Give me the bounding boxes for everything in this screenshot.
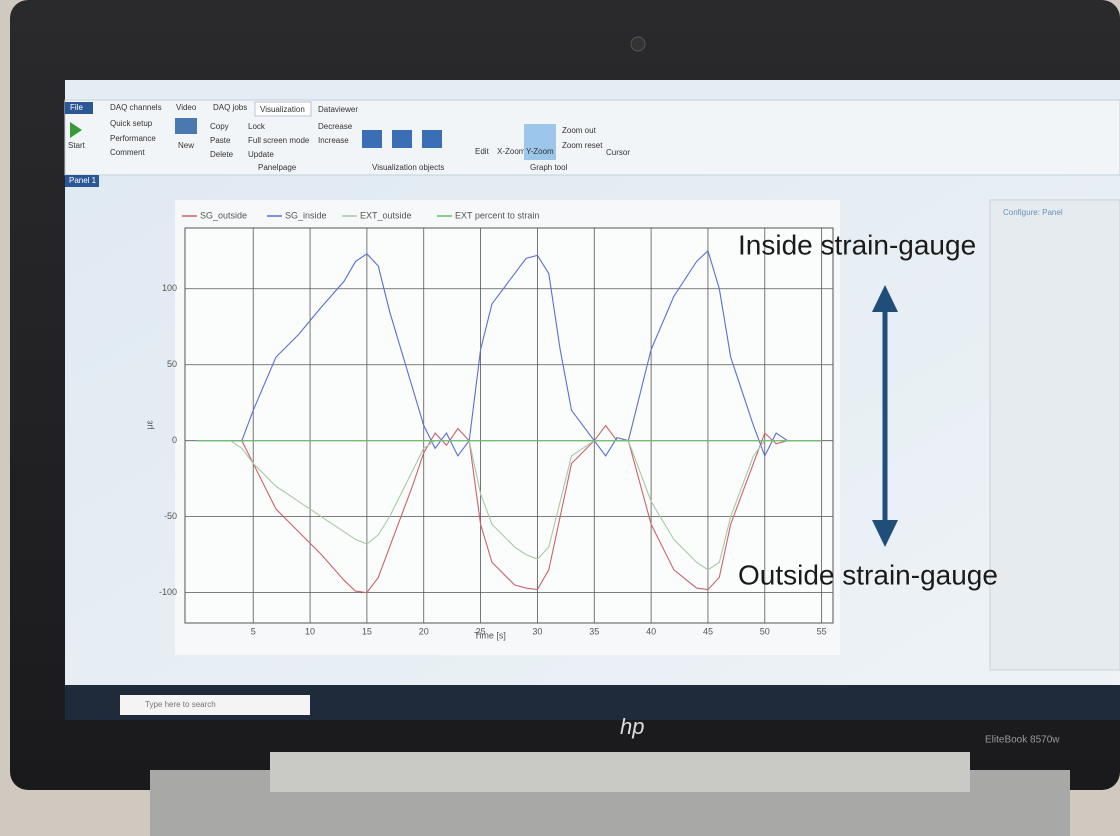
- x-tick-label: 55: [817, 626, 827, 636]
- legend-label: SG_inside: [285, 210, 327, 220]
- side-panel-title: Configure: Panel: [1003, 208, 1063, 217]
- tab[interactable]: Visualization: [260, 105, 305, 114]
- model: EliteBook 8570w: [985, 735, 1060, 746]
- y-axis-label: με: [144, 420, 154, 429]
- tab[interactable]: File: [70, 103, 83, 112]
- button[interactable]: Zoom out: [562, 126, 597, 135]
- button[interactable]: Quick setup: [110, 119, 153, 128]
- button[interactable]: X-Zoom: [497, 147, 526, 156]
- y-tick-label: -100: [159, 587, 177, 597]
- y-tick-label: 50: [167, 359, 177, 369]
- tab[interactable]: Video: [176, 103, 197, 112]
- button[interactable]: Edit: [475, 147, 490, 156]
- button[interactable]: New: [178, 141, 194, 150]
- panel-tab-label[interactable]: Panel 1: [69, 176, 97, 185]
- button[interactable]: Zoom reset: [562, 141, 603, 150]
- x-tick-label: 25: [476, 626, 486, 636]
- camera: [630, 36, 646, 52]
- x-tick-label: 45: [703, 626, 713, 636]
- button[interactable]: Comment: [110, 148, 145, 157]
- tab[interactable]: DAQ channels: [110, 103, 162, 112]
- button[interactable]: Increase: [318, 136, 349, 145]
- search-box[interactable]: [120, 695, 310, 715]
- vis-object[interactable]: [422, 130, 442, 148]
- button[interactable]: Copy: [210, 122, 229, 131]
- side-panel: [989, 199, 1120, 671]
- arrow-head: [872, 285, 898, 312]
- chart: -100 -50 0 50 100 5 10 15 20 25 30 35 40 45 50 55 SG_out…: [159, 210, 834, 636]
- new-icon[interactable]: [175, 118, 197, 134]
- button[interactable]: Paste: [210, 136, 231, 145]
- active-tool: [524, 124, 556, 160]
- button[interactable]: Update: [248, 150, 274, 159]
- group-label: Panelpage: [258, 163, 297, 172]
- y-tick-label: -50: [164, 511, 177, 521]
- group-label: Visualization objects: [372, 163, 444, 172]
- legend-label: EXT_outside: [360, 210, 412, 220]
- active-tab: [254, 101, 312, 117]
- annotation: Outside strain-gauge: [738, 559, 998, 590]
- y-tick-label: 0: [172, 435, 177, 445]
- ribbon: [64, 99, 1120, 176]
- series-line: [196, 249, 822, 458]
- logo: hp: [620, 714, 644, 739]
- search-placeholder[interactable]: Type here to search: [145, 700, 216, 709]
- arrow-head: [872, 520, 898, 547]
- button[interactable]: Full screen mode: [248, 136, 310, 145]
- start-icon[interactable]: [70, 122, 82, 138]
- vis-object[interactable]: [362, 130, 382, 148]
- legend-label: EXT percent to strain: [455, 210, 539, 220]
- file-tab[interactable]: [65, 102, 93, 114]
- button[interactable]: Cursor: [606, 148, 630, 157]
- button[interactable]: Lock: [248, 122, 266, 131]
- x-tick-label: 40: [646, 626, 656, 636]
- annotation: Inside strain-gauge: [738, 229, 976, 260]
- series-line: [196, 440, 822, 571]
- x-tick-label: 35: [589, 626, 599, 636]
- group-label: Graph tool: [530, 163, 568, 172]
- tab[interactable]: Dataviewer: [318, 105, 358, 114]
- button[interactable]: Start: [68, 141, 86, 150]
- panel-tab[interactable]: [65, 175, 99, 187]
- button[interactable]: Y-Zoom: [526, 147, 554, 156]
- legend-label: SG_outside: [200, 210, 247, 220]
- button[interactable]: Decrease: [318, 122, 353, 131]
- plot-area: [184, 227, 834, 624]
- x-tick-label: 20: [419, 626, 429, 636]
- series-line: [196, 424, 822, 594]
- x-tick-label: 50: [760, 626, 770, 636]
- tab[interactable]: DAQ jobs: [213, 103, 247, 112]
- title-bar: [65, 80, 1120, 100]
- y-tick-label: 100: [162, 283, 177, 293]
- button[interactable]: Performance: [110, 134, 156, 143]
- x-axis-label: Time [s]: [474, 630, 506, 640]
- x-tick-label: 10: [305, 626, 315, 636]
- hinge-bar: [270, 752, 970, 792]
- x-tick-label: 30: [532, 626, 542, 636]
- x-tick-label: 5: [251, 626, 256, 636]
- vis-object[interactable]: [392, 130, 412, 148]
- button[interactable]: Delete: [210, 150, 234, 159]
- x-tick-label: 15: [362, 626, 372, 636]
